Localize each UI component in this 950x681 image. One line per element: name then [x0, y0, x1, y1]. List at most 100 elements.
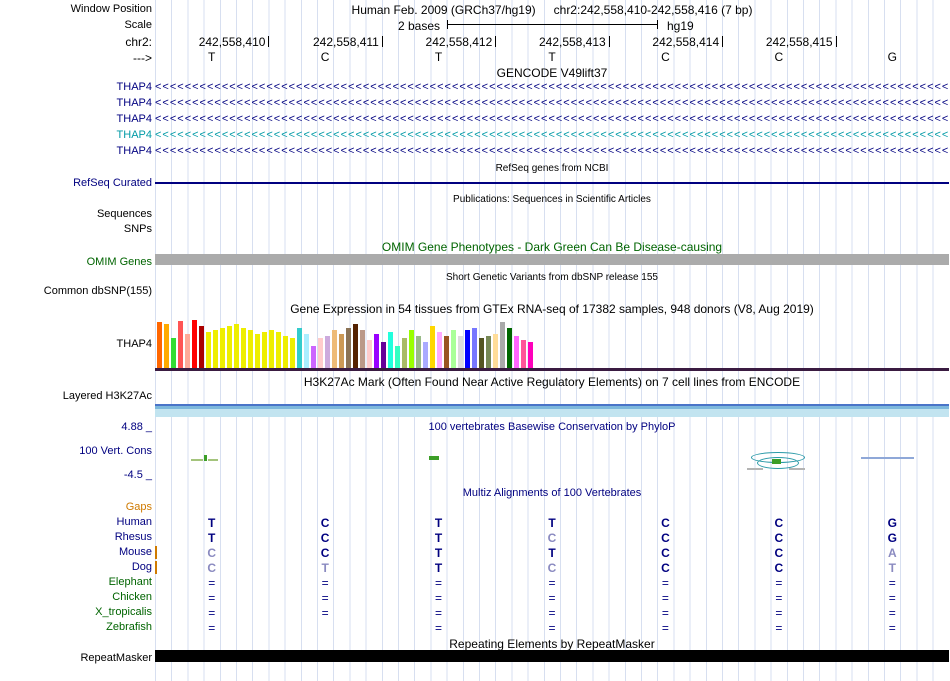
- gtex-expression-bar[interactable]: [409, 330, 414, 368]
- gtex-expression-bar[interactable]: [423, 342, 428, 368]
- multiz-species-label[interactable]: Rhesus: [114, 531, 152, 543]
- gtex-expression-bar[interactable]: [311, 346, 316, 368]
- gtex-expression-bar[interactable]: [269, 330, 274, 368]
- publications-track-title[interactable]: Publications: Sequences in Scientific Ar…: [453, 194, 651, 205]
- gtex-expression-bar[interactable]: [171, 338, 176, 368]
- gtex-expression-bar[interactable]: [360, 330, 365, 368]
- gtex-expression-bar[interactable]: [381, 342, 386, 368]
- gtex-expression-bar[interactable]: [283, 336, 288, 368]
- gtex-expression-bar[interactable]: [325, 336, 330, 368]
- repeatmasker-track-title[interactable]: Repeating Elements by RepeatMasker: [449, 637, 655, 651]
- multiz-species-label[interactable]: Dog: [131, 561, 152, 573]
- gtex-expression-bar[interactable]: [521, 340, 526, 368]
- conservation-label[interactable]: 100 Vert. Cons: [79, 445, 152, 457]
- repeatmasker-label[interactable]: RepeatMasker: [80, 652, 152, 664]
- gencode-transcript-arrows[interactable]: <<<<<<<<<<<<<<<<<<<<<<<<<<<<<<<<<<<<<<<<…: [155, 129, 949, 141]
- gtex-expression-bar[interactable]: [199, 326, 204, 368]
- gtex-expression-bar[interactable]: [437, 332, 442, 368]
- gtex-expression-bar[interactable]: [388, 332, 393, 368]
- gtex-expression-bar[interactable]: [430, 326, 435, 368]
- gtex-expression-bar[interactable]: [192, 320, 197, 368]
- multiz-species-label[interactable]: Mouse: [118, 546, 152, 558]
- omim-genes-label[interactable]: OMIM Genes: [86, 256, 152, 268]
- gtex-expression-bar[interactable]: [500, 322, 505, 368]
- gtex-expression-bar[interactable]: [178, 321, 183, 368]
- gtex-expression-bar[interactable]: [185, 334, 190, 368]
- common-dbsnp-label[interactable]: Common dbSNP(155): [43, 285, 152, 297]
- gaps-label[interactable]: Gaps: [125, 501, 152, 513]
- gtex-expression-bar[interactable]: [528, 342, 533, 368]
- gencode-transcript-label[interactable]: THAP4: [116, 97, 152, 109]
- omim-gene-bar[interactable]: [155, 254, 949, 265]
- multiz-species-label[interactable]: Elephant: [108, 576, 152, 588]
- gtex-gene-model-line[interactable]: [155, 368, 949, 371]
- gencode-transcript-arrows[interactable]: <<<<<<<<<<<<<<<<<<<<<<<<<<<<<<<<<<<<<<<<…: [155, 97, 949, 109]
- multiz-species-label[interactable]: Human: [116, 516, 152, 528]
- multiz-species-label[interactable]: Zebrafish: [106, 621, 152, 633]
- refseq-curated-label[interactable]: RefSeq Curated: [73, 177, 152, 189]
- gtex-expression-bar[interactable]: [220, 328, 225, 368]
- gencode-track-title[interactable]: GENCODE V49lift37: [496, 66, 608, 80]
- repeatmasker-element-bar[interactable]: [155, 650, 949, 662]
- gtex-expression-bar[interactable]: [353, 324, 358, 368]
- gtex-expression-bar[interactable]: [507, 328, 512, 368]
- gencode-transcript-label[interactable]: THAP4: [116, 81, 152, 93]
- gtex-expression-bar[interactable]: [227, 326, 232, 368]
- gtex-expression-bar[interactable]: [248, 330, 253, 368]
- gtex-expression-bar[interactable]: [458, 336, 463, 368]
- multiz-track-title[interactable]: Multiz Alignments of 100 Vertebrates: [462, 487, 642, 499]
- gencode-transcript-arrows[interactable]: <<<<<<<<<<<<<<<<<<<<<<<<<<<<<<<<<<<<<<<<…: [155, 145, 949, 157]
- gtex-gene-label[interactable]: THAP4: [116, 338, 152, 350]
- gtex-expression-bar[interactable]: [451, 330, 456, 368]
- gencode-transcript-label[interactable]: THAP4: [116, 113, 152, 125]
- multiz-species-label[interactable]: X_tropicalis: [95, 606, 152, 618]
- gencode-transcript-label[interactable]: THAP4: [116, 129, 152, 141]
- gencode-transcript-arrows[interactable]: <<<<<<<<<<<<<<<<<<<<<<<<<<<<<<<<<<<<<<<<…: [155, 113, 949, 125]
- gtex-expression-bar[interactable]: [346, 328, 351, 368]
- omim-track-title[interactable]: OMIM Gene Phenotypes - Dark Green Can Be…: [381, 240, 723, 254]
- multiz-base: A: [887, 546, 897, 560]
- gtex-expression-bar[interactable]: [416, 336, 421, 368]
- multiz-species-label[interactable]: Chicken: [112, 591, 152, 603]
- refseq-track-title[interactable]: RefSeq genes from NCBI: [495, 163, 609, 174]
- gtex-expression-bar[interactable]: [318, 338, 323, 368]
- layered-h3k27ac-label[interactable]: Layered H3K27Ac: [62, 390, 152, 402]
- gtex-expression-bar[interactable]: [367, 340, 372, 368]
- gtex-expression-bar[interactable]: [262, 332, 267, 368]
- gtex-expression-bar[interactable]: [514, 336, 519, 368]
- gtex-expression-bar[interactable]: [206, 332, 211, 368]
- gencode-transcript-arrows[interactable]: <<<<<<<<<<<<<<<<<<<<<<<<<<<<<<<<<<<<<<<<…: [155, 81, 949, 93]
- h3k27ac-signal-band[interactable]: [155, 404, 949, 417]
- gtex-expression-bar[interactable]: [290, 338, 295, 368]
- refseq-curated-item[interactable]: [155, 182, 949, 184]
- gtex-expression-bar[interactable]: [297, 328, 302, 368]
- gtex-expression-bar[interactable]: [276, 332, 281, 368]
- chromosome-label: chr2:: [125, 35, 152, 49]
- gtex-expression-bar[interactable]: [157, 322, 162, 368]
- gtex-expression-bar[interactable]: [339, 334, 344, 368]
- gtex-expression-bar[interactable]: [234, 324, 239, 368]
- gtex-expression-bar[interactable]: [486, 336, 491, 368]
- scale-label: Scale: [124, 19, 152, 31]
- gtex-expression-bar[interactable]: [164, 324, 169, 368]
- gtex-expression-bar[interactable]: [374, 334, 379, 368]
- dbsnp-track-title[interactable]: Short Genetic Variants from dbSNP releas…: [446, 272, 658, 283]
- gtex-expression-bar[interactable]: [402, 338, 407, 368]
- gtex-expression-bar[interactable]: [444, 336, 449, 368]
- sequences-label[interactable]: Sequences: [96, 208, 152, 220]
- gtex-expression-bar[interactable]: [479, 338, 484, 368]
- gencode-transcript-label[interactable]: THAP4: [116, 145, 152, 157]
- gtex-expression-bar[interactable]: [241, 328, 246, 368]
- gtex-expression-bar[interactable]: [332, 330, 337, 368]
- gtex-expression-bar[interactable]: [255, 334, 260, 368]
- phylop-track-title[interactable]: 100 vertebrates Basewise Conservation by…: [428, 421, 676, 433]
- gtex-expression-bar[interactable]: [304, 334, 309, 368]
- gtex-expression-bar[interactable]: [395, 346, 400, 368]
- gtex-track-title[interactable]: Gene Expression in 54 tissues from GTEx …: [290, 302, 814, 316]
- snps-label[interactable]: SNPs: [123, 223, 152, 235]
- gtex-expression-bar[interactable]: [465, 330, 470, 368]
- h3k27ac-track-title[interactable]: H3K27Ac Mark (Often Found Near Active Re…: [303, 375, 801, 389]
- gtex-expression-bar[interactable]: [472, 328, 477, 368]
- gtex-expression-bar[interactable]: [213, 330, 218, 368]
- gtex-expression-bar[interactable]: [493, 334, 498, 368]
